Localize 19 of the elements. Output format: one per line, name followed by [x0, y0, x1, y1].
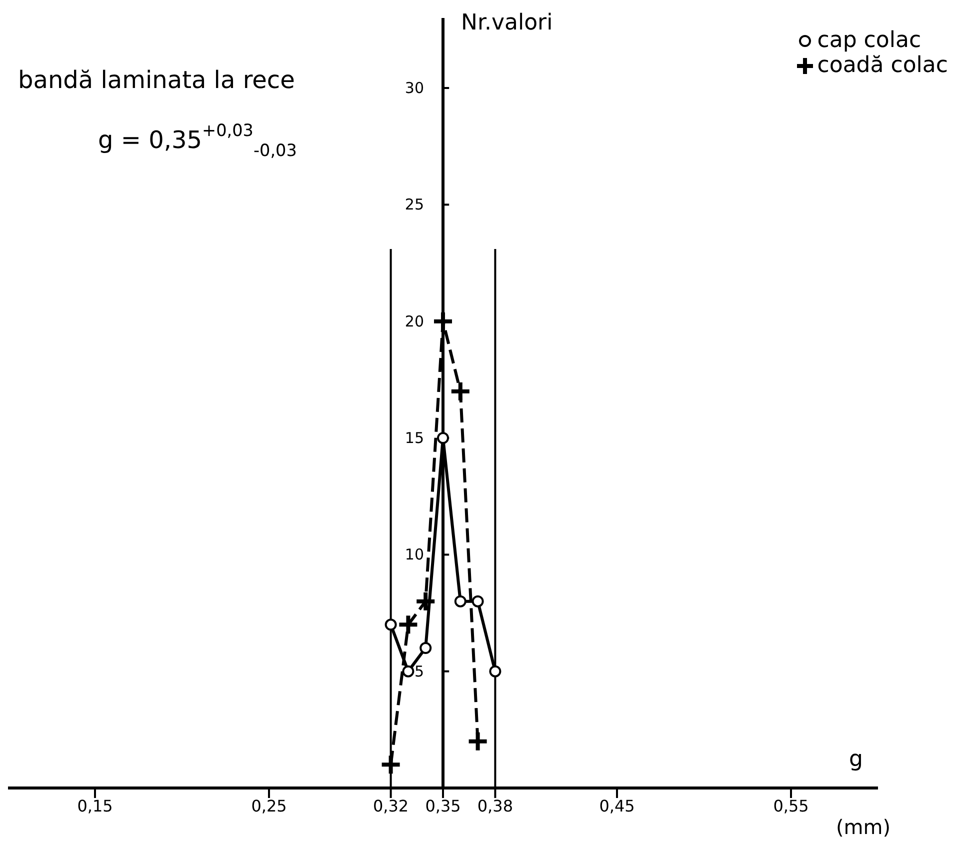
x-tick-label: 0,15	[77, 796, 113, 816]
text: (mm)	[836, 815, 891, 839]
x-tick-label: 0,35	[425, 796, 461, 816]
y-tick-label: 5	[414, 662, 424, 680]
y-tick-label: 30	[404, 79, 424, 97]
x-tick-label: 0,25	[251, 796, 287, 816]
y-axis-title: Nr.valori	[461, 10, 553, 36]
x-tick-label: 0,55	[773, 796, 809, 816]
y-tick-label: 15	[404, 429, 424, 447]
legend-label: cap colac	[817, 28, 922, 53]
x-tick-label: 0,32	[372, 796, 409, 816]
y-tick-label: 10	[404, 546, 424, 564]
legend-label: coadă colac	[817, 53, 948, 78]
x-axis-title: g	[849, 747, 863, 772]
y-tick-label: 25	[404, 196, 424, 214]
y-tick-label: 20	[404, 312, 424, 330]
x-tick-label: 0,38	[477, 796, 514, 816]
x-tick-label: 0,45	[599, 796, 635, 816]
annotation: bandă laminata la rece	[18, 66, 295, 94]
